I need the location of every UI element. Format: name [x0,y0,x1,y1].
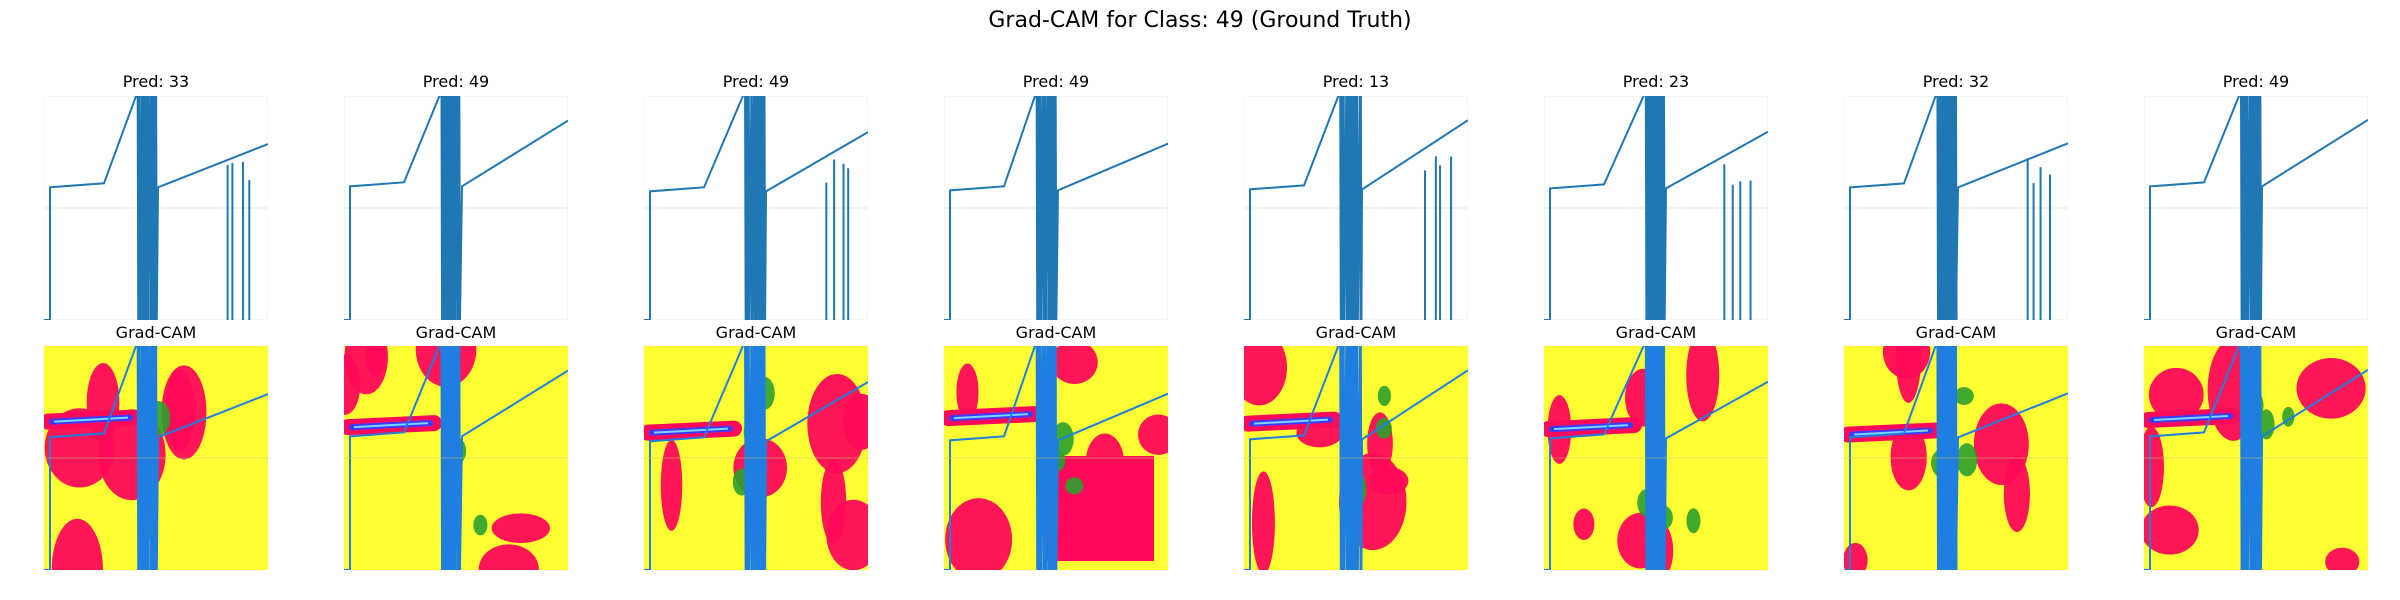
signal-line [44,96,268,320]
spike-line [2026,158,2052,320]
heat-blob [2148,367,2204,422]
signal-plot [344,96,568,320]
heat-blob [365,346,386,378]
heat-blob [1895,346,1922,403]
gradcam-heatmap [644,346,868,570]
gradcam-title: Grad-CAM [715,323,797,342]
pred-label: Pred: 49 [422,72,490,91]
gradcam-title: Grad-CAM [115,323,197,342]
heat-blob [51,518,103,570]
gradcam-heatmap [2144,346,2368,570]
pred-label: Pred: 49 [2222,72,2290,91]
heat-blob [842,393,868,450]
gradcam-title: Grad-CAM [1615,323,1697,342]
heat-highlight [653,427,729,434]
gradcam-title: Grad-CAM [1315,323,1397,342]
gradcam-title: Grad-CAM [415,323,497,342]
gradcam-title: Grad-CAM [1015,323,1097,342]
heat-blob [1890,423,1927,491]
pred-label: Pred: 23 [1622,72,1690,91]
gradcam-title: Grad-CAM [1915,323,1997,342]
signal-line [1544,96,1768,320]
heat-blob [1244,346,1288,406]
heat-blob [1573,508,1595,540]
signal-plot [1544,96,1768,320]
heat-blob [1973,403,2029,485]
gradcam-title: Grad-CAM [2215,323,2297,342]
heat-highlight [1853,429,1929,436]
heat-ring [1686,508,1701,534]
heat-highlight [1553,424,1629,431]
heat-ring [473,514,488,536]
signal-line [344,96,568,320]
signal-plot [2144,96,2368,320]
signal-plot [1844,96,2068,320]
gradcam-heatmap [944,346,1168,570]
heat-blob [2144,426,2164,508]
signal-plot [1244,96,1468,320]
signal-plot [944,96,1168,320]
heat-blob [2325,547,2360,570]
signal-plot [644,96,868,320]
heat-ring [1377,385,1391,407]
heat-blob [165,368,195,453]
heat-blob [1051,346,1098,385]
heat-blob [820,459,847,545]
heat-ring [1956,443,1978,477]
signal-line [1244,96,1468,320]
heat-blob [1251,471,1275,570]
pred-label: Pred: 32 [1922,72,1990,91]
gradcam-heatmap [44,346,268,570]
heat-blob [1044,456,1154,561]
spike-line [226,161,251,320]
heat-blob [2296,358,2366,419]
heat-blob [344,354,361,415]
signal-line [644,96,868,320]
spike-line [1423,156,1453,320]
heat-blob [956,363,979,421]
figure-title: Grad-CAM for Class: 49 (Ground Truth) [988,8,1412,33]
gradcam-heatmap [1844,346,2068,570]
heat-highlight [2153,415,2229,422]
heat-blob [1138,414,1168,455]
gradcam-heatmap [344,346,568,570]
signal-plot [44,96,268,320]
signal-line [2144,96,2368,320]
spike-line [1723,164,1752,320]
signal-line [1844,96,2068,320]
pred-label: Pred: 33 [122,72,190,91]
heat-ring [1065,477,1084,495]
gradcam-heatmap [1244,346,1468,570]
pred-label: Pred: 49 [1022,72,1090,91]
heat-blob [1686,346,1720,422]
heat-blob [945,498,1013,570]
gradcam-heatmap [1544,346,1768,570]
pred-label: Pred: 13 [1322,72,1390,91]
heat-blob [660,439,683,531]
heat-highlight [353,422,429,429]
heat-highlight [53,416,129,423]
signal-line [944,96,1168,320]
heat-highlight [1253,418,1329,425]
heat-blob [491,513,550,544]
heat-ring [1954,387,1974,405]
pred-label: Pred: 49 [722,72,790,91]
heat-highlight [953,413,1029,420]
heat-blob [478,544,539,570]
heat-blob [2144,505,2199,555]
spike-line [825,159,850,320]
